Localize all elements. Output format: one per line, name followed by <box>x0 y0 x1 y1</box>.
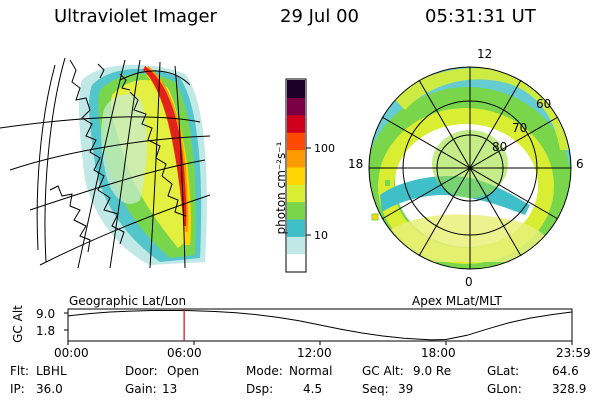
info-ip-label: IP: <box>10 382 25 396</box>
xtick-label: 23:59 <box>556 346 591 360</box>
colorbar-segment <box>287 201 305 220</box>
instrument-title: Ultraviolet Imager <box>54 6 217 27</box>
info-mode-value: Normal <box>289 364 333 378</box>
colorbar-tick-label-10: 10 <box>314 229 328 242</box>
colorbar <box>285 78 311 273</box>
colorbar-frame <box>285 78 307 273</box>
info-mode-label: Mode: <box>246 364 283 378</box>
colorbar-unit-label: photon cm⁻²s⁻¹ <box>274 141 288 235</box>
meridian-line <box>109 59 141 269</box>
noise-patch <box>385 180 390 186</box>
map-limb <box>36 64 56 251</box>
apex-meridian-diag <box>418 79 522 257</box>
coastline-segment <box>97 63 105 79</box>
colorbar-segment <box>287 114 305 133</box>
xtick-label: 06:00 <box>167 346 202 360</box>
emission-red-arc <box>143 66 187 226</box>
latitude-line <box>0 116 201 129</box>
coastline-segment <box>119 73 131 91</box>
geographic-map <box>0 57 213 269</box>
altitude-line <box>67 310 572 341</box>
colorbar-segment <box>287 97 305 116</box>
mlt-label-0: 0 <box>465 275 473 289</box>
info-glon-label: GLon: <box>487 382 522 396</box>
oval-dayside-top <box>395 68 570 150</box>
colorbar-segment <box>287 253 305 272</box>
apex-polar-map <box>368 66 572 270</box>
info-dsp-value: 4.5 <box>303 382 323 396</box>
info-gcalt-label: GC Alt: <box>362 364 404 378</box>
info-seq-value: 39 <box>398 382 414 396</box>
altitude-strip <box>64 308 573 345</box>
info-gain-label: Gain: <box>125 382 157 396</box>
meridian-line <box>174 65 186 269</box>
meridian-line <box>77 59 126 269</box>
apex-grid <box>368 66 572 270</box>
info-glon-value: 328.9 <box>552 382 587 396</box>
ytick-label-9: 9.0 <box>36 307 56 321</box>
latitude-line <box>39 194 211 266</box>
info-flt-value: LBHL <box>36 364 67 378</box>
info-glat-value: 64.6 <box>552 364 579 378</box>
xtick-label: 18:00 <box>421 346 456 360</box>
xtick-label: 00:00 <box>54 346 89 360</box>
colorbar-gradient <box>287 80 305 272</box>
observation-date: 29 Jul 00 <box>280 6 359 27</box>
latitude-line <box>9 135 211 171</box>
colorbar-segment <box>287 184 305 203</box>
coastline-segment <box>49 185 91 253</box>
map-edge <box>44 57 66 263</box>
info-dsp-label: Dsp: <box>246 382 274 396</box>
info-glat-label: GLat: <box>487 364 520 378</box>
colorbar-segment <box>287 149 305 168</box>
lat-label-60: 60 <box>536 97 552 111</box>
mlt-label-12: 12 <box>477 47 493 61</box>
ytick-label-1-8: 1.8 <box>36 324 56 338</box>
apex-caption: Apex MLat/MLT <box>412 294 502 308</box>
oval-bright-band <box>390 214 565 262</box>
geographic-caption: Geographic Lat/Lon <box>69 294 187 308</box>
latitude-line <box>29 159 206 211</box>
info-door-value: Open <box>167 364 200 378</box>
colorbar-segment <box>287 80 305 98</box>
colorbar-segment <box>287 132 305 151</box>
polar-cap-line <box>119 70 191 86</box>
lat-label-70: 70 <box>512 121 528 135</box>
info-gcalt-value: 9.0 Re <box>413 364 452 378</box>
observation-time: 05:31:31 UT <box>425 6 536 27</box>
colorbar-segment <box>287 166 305 185</box>
mlt-label-18: 18 <box>348 157 364 171</box>
xtick-label: 12:00 <box>297 346 332 360</box>
altitude-axis-label: GC Alt <box>10 305 25 343</box>
info-seq-label: Seq: <box>362 382 389 396</box>
colorbar-segment <box>287 236 305 255</box>
info-door-label: Door: <box>125 364 158 378</box>
altitude-xticks <box>67 341 573 345</box>
noise-patch <box>371 213 379 221</box>
colorbar-tick-label-100: 100 <box>314 142 335 155</box>
mlt-label-6: 6 <box>576 157 584 171</box>
latlon-grid <box>0 57 211 269</box>
coastline-segment <box>69 59 125 245</box>
colorbar-segment <box>287 218 305 237</box>
info-ip-value: 36.0 <box>36 382 63 396</box>
coastline <box>49 59 187 253</box>
info-gain-value: 13 <box>162 382 178 396</box>
lat-label-80: 80 <box>492 140 508 154</box>
coastline-segment <box>129 91 187 217</box>
info-flt-label: Flt: <box>10 364 29 378</box>
